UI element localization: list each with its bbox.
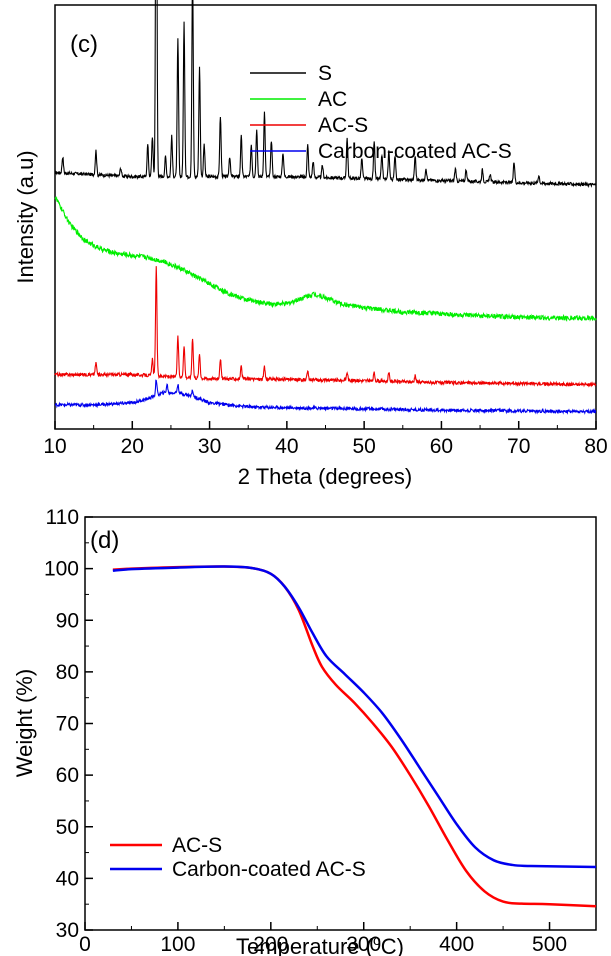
xrd-legend-label-0: S [318,62,332,85]
tga-series-line-1 [112,565,597,869]
tga-x-axis-title-degree: o [373,932,381,948]
xrd-x-tick-label-7: 80 [584,435,607,458]
tga-x-tick-label-0: 0 [79,933,91,956]
xrd-series-group [54,0,597,415]
xrd-x-tick-label-6: 70 [507,435,530,458]
xrd-x-tick-label-4: 50 [352,435,375,458]
tga-x-axis-title-unit: C) [381,934,404,956]
tga-x-axis-title: Temperature (oC) [236,932,404,956]
xrd-legend-label-2: AC-S [318,114,368,137]
tga-y-tick-label-5: 80 [56,661,79,684]
xrd-y-axis-title: Intensity (a.u) [13,150,38,283]
tga-x-axis-title-main: Temperature ( [236,934,374,956]
xrd-series-line-3 [54,379,597,415]
tga-panel: (d) 0 100 200 300 400 500 30 40 50 60 70 80 90 100 11… [12,506,597,956]
tga-x-tick-label-4: 400 [439,933,474,956]
tga-y-tick-label-8: 110 [46,506,79,529]
xrd-panel-label: (c) [70,31,98,58]
tga-x-tick-label-1: 100 [160,933,195,956]
xrd-legend: S AC AC-S Carbon-coated AC-S [250,62,512,163]
xrd-x-tick-label-5: 60 [430,435,453,458]
tga-series-group [112,565,597,908]
xrd-series-line-2 [54,266,597,388]
tga-y-tick-label-3: 60 [56,764,79,787]
tga-y-tick-label-6: 90 [56,609,79,632]
tga-y-tick-label-4: 70 [56,713,79,736]
xrd-panel: (c) 10 20 30 40 50 60 70 80 2 Theta (degrees) I… [13,0,608,489]
tga-legend-label-0: AC-S [172,834,222,857]
tga-y-tick-label-7: 100 [44,558,79,581]
xrd-x-axis: 10 20 30 40 50 60 70 80 [43,421,608,458]
tga-x-tick-label-3: 300 [346,933,381,956]
xrd-legend-label-3: Carbon-coated AC-S [318,140,512,163]
tga-x-tick-label-5: 500 [532,933,567,956]
xrd-x-tick-label-0: 10 [43,435,66,458]
xrd-legend-label-1: AC [318,88,347,111]
tga-y-tick-label-2: 50 [56,816,79,839]
xrd-x-tick-label-3: 40 [275,435,298,458]
tga-x-axis: 0 100 200 300 400 500 [79,922,567,956]
tga-y-axis: 30 40 50 60 70 80 90 100 110 [44,506,93,942]
tga-x-tick-label-2: 200 [253,933,288,956]
xrd-x-tick-label-1: 20 [121,435,144,458]
tga-legend-label-1: Carbon-coated AC-S [172,858,366,881]
xrd-x-axis-title: 2 Theta (degrees) [238,464,412,489]
xrd-series-line-0 [54,0,597,189]
tga-y-axis-title: Weight (%) [12,669,37,777]
tga-y-tick-label-0: 30 [56,919,79,942]
tga-panel-label: (d) [90,527,119,554]
tga-y-tick-label-1: 40 [56,867,79,890]
xrd-series-line-1 [54,196,597,322]
xrd-x-tick-label-2: 30 [198,435,221,458]
